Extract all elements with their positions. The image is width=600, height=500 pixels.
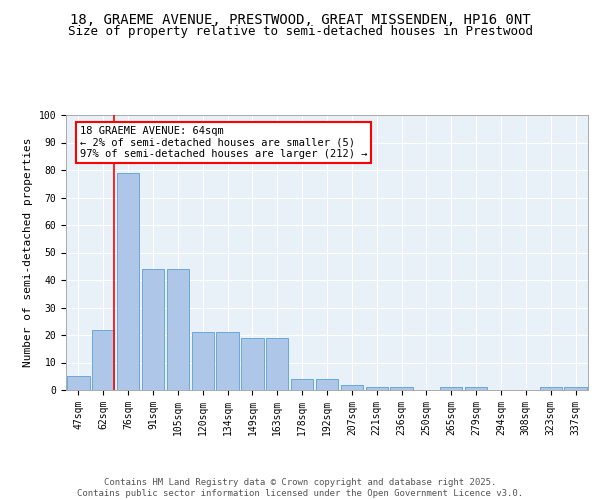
Bar bbox=[67, 376, 89, 390]
Bar bbox=[191, 332, 214, 390]
Bar bbox=[391, 387, 413, 390]
Bar bbox=[291, 379, 313, 390]
Text: Size of property relative to semi-detached houses in Prestwood: Size of property relative to semi-detach… bbox=[67, 25, 533, 38]
Bar bbox=[341, 384, 363, 390]
Bar bbox=[440, 387, 463, 390]
Bar bbox=[142, 269, 164, 390]
Bar bbox=[465, 387, 487, 390]
Bar bbox=[241, 338, 263, 390]
Bar bbox=[217, 332, 239, 390]
Text: 18, GRAEME AVENUE, PRESTWOOD, GREAT MISSENDEN, HP16 0NT: 18, GRAEME AVENUE, PRESTWOOD, GREAT MISS… bbox=[70, 12, 530, 26]
Bar bbox=[565, 387, 587, 390]
Bar bbox=[117, 173, 139, 390]
Bar bbox=[167, 269, 189, 390]
Bar bbox=[539, 387, 562, 390]
Bar bbox=[266, 338, 289, 390]
Text: Contains HM Land Registry data © Crown copyright and database right 2025.
Contai: Contains HM Land Registry data © Crown c… bbox=[77, 478, 523, 498]
Bar bbox=[316, 379, 338, 390]
Y-axis label: Number of semi-detached properties: Number of semi-detached properties bbox=[23, 138, 33, 367]
Text: 18 GRAEME AVENUE: 64sqm
← 2% of semi-detached houses are smaller (5)
97% of semi: 18 GRAEME AVENUE: 64sqm ← 2% of semi-det… bbox=[80, 126, 367, 159]
Bar bbox=[92, 330, 115, 390]
Bar bbox=[365, 387, 388, 390]
